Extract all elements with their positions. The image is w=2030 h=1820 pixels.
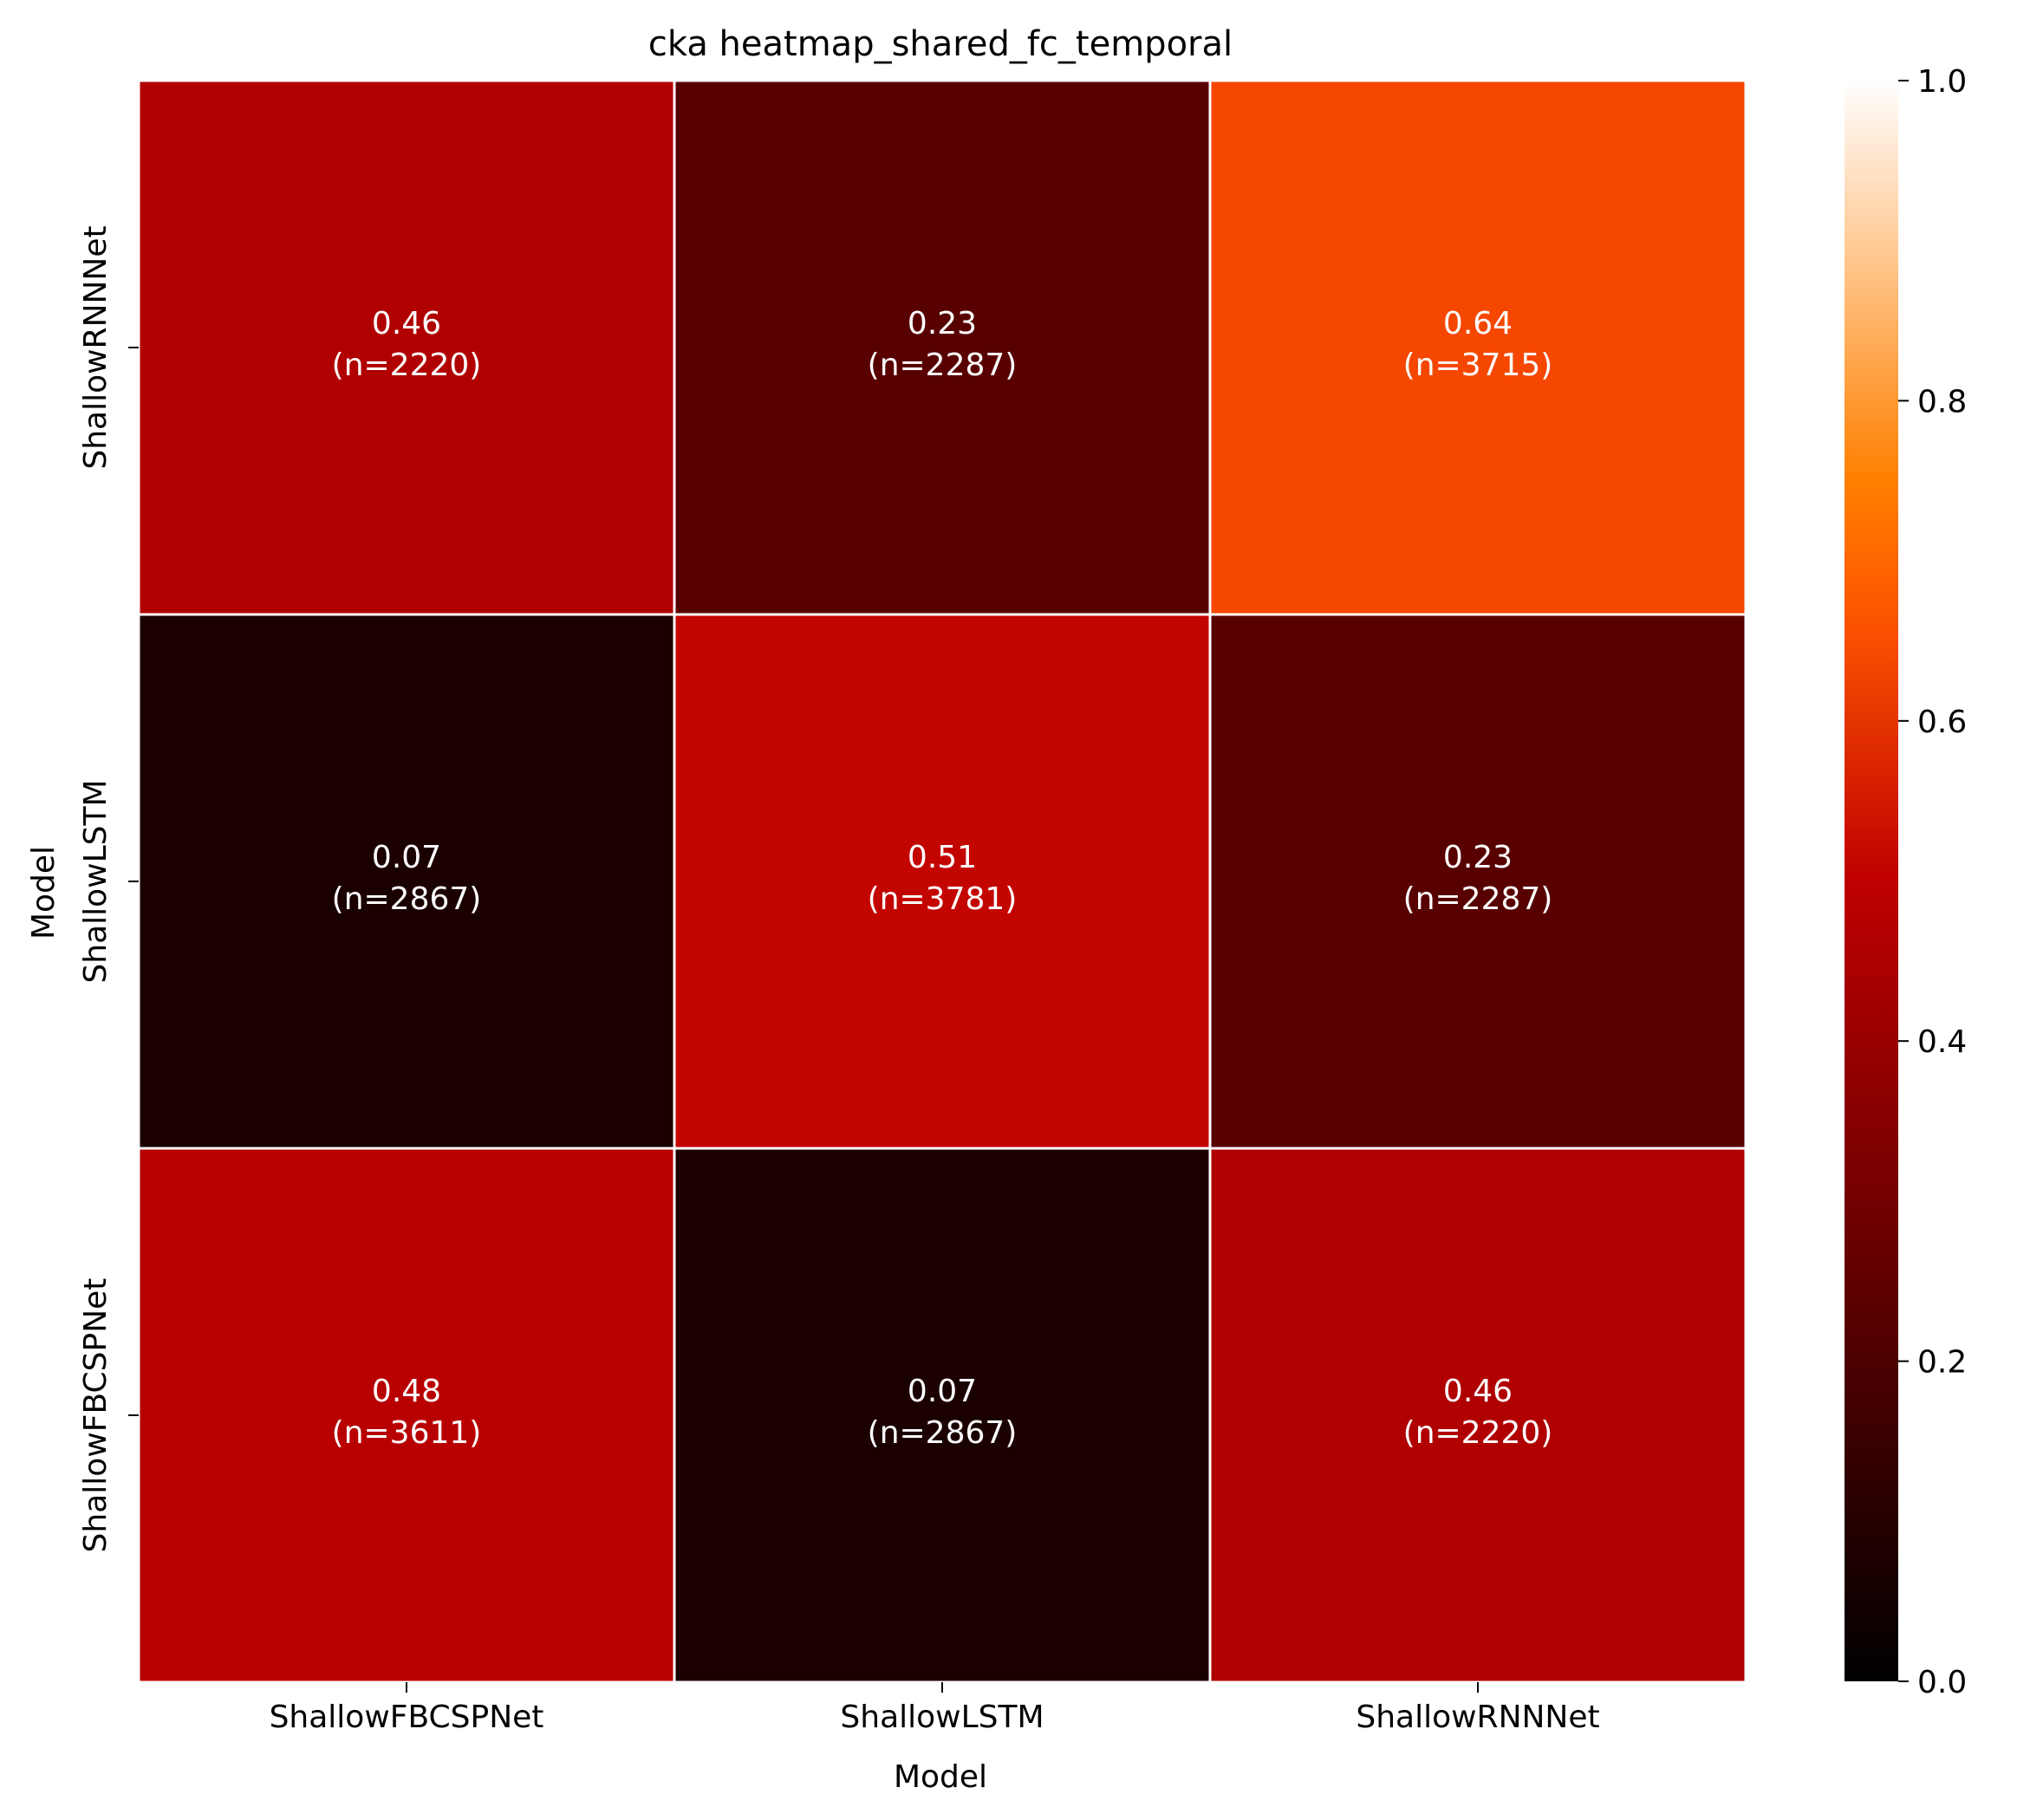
cell-count-label: (n=2220): [332, 348, 482, 383]
cell-count-label: (n=2220): [1403, 1415, 1553, 1451]
x-tick-label: ShallowLSTM: [840, 1700, 1044, 1735]
heatmap-cell: [673, 79, 1212, 616]
cell-count-label: (n=3611): [332, 1415, 482, 1451]
colorbar: 0.0 0.2 0.4 0.6 0.8 1.0: [1845, 64, 1967, 1700]
y-tick-label: ShallowRNNNet: [78, 225, 114, 469]
x-tick-label: ShallowFBCSPNet: [270, 1700, 544, 1735]
cell-count-label: (n=2287): [868, 348, 1018, 383]
heatmap-cell: [1208, 79, 1747, 616]
y-axis: ShallowRNNNet ShallowLSTM ShallowFBCSPNet: [78, 225, 139, 1552]
heatmap-cells: 0.46 (n=2220) 0.23 (n=2287) 0.64 (n=3715) 0.07…: [137, 79, 1747, 1684]
colorbar-tick-label: 0.8: [1917, 384, 1967, 419]
cell-value-label: 0.46: [372, 306, 441, 341]
y-axis-label: Model: [26, 846, 62, 939]
cell-count-label: (n=2867): [868, 1415, 1018, 1451]
cell-value-label: 0.23: [908, 306, 977, 341]
heatmap-cell: [137, 1147, 676, 1684]
heatmap-cell: [137, 79, 676, 616]
heatmap-cell: [1208, 613, 1747, 1150]
colorbar-tick-label: 0.6: [1917, 705, 1967, 740]
heatmap-cell: [137, 613, 676, 1150]
cell-value-label: 0.46: [1443, 1374, 1513, 1409]
cell-value-label: 0.51: [908, 840, 977, 875]
colorbar-bar: [1845, 81, 1898, 1681]
x-axis-label: Model: [894, 1759, 987, 1795]
colorbar-tick-label: 0.2: [1917, 1345, 1967, 1381]
colorbar-tick-label: 0.0: [1917, 1665, 1967, 1700]
cell-count-label: (n=3781): [868, 881, 1018, 917]
heatmap-cell: [673, 1147, 1212, 1684]
x-axis: ShallowFBCSPNet ShallowLSTM ShallowRNNNet: [270, 1682, 1600, 1735]
cell-count-label: (n=2287): [1403, 881, 1553, 917]
y-tick-label: ShallowLSTM: [78, 779, 114, 983]
cell-value-label: 0.23: [1443, 840, 1513, 875]
x-tick-label: ShallowRNNNet: [1356, 1700, 1599, 1735]
cell-value-label: 0.64: [1443, 306, 1513, 341]
cell-count-label: (n=3715): [1403, 348, 1553, 383]
cell-value-label: 0.07: [908, 1374, 977, 1409]
chart-title: cka heatmap_shared_fc_temporal: [648, 24, 1233, 64]
y-tick-label: ShallowFBCSPNet: [78, 1278, 114, 1553]
colorbar-tick-label: 0.4: [1917, 1024, 1967, 1060]
cell-count-label: (n=2867): [332, 881, 482, 917]
heatmap-cell: [673, 613, 1212, 1150]
cell-value-label: 0.48: [372, 1374, 441, 1409]
cell-value-label: 0.07: [372, 840, 441, 875]
colorbar-tick-label: 1.0: [1917, 64, 1967, 100]
